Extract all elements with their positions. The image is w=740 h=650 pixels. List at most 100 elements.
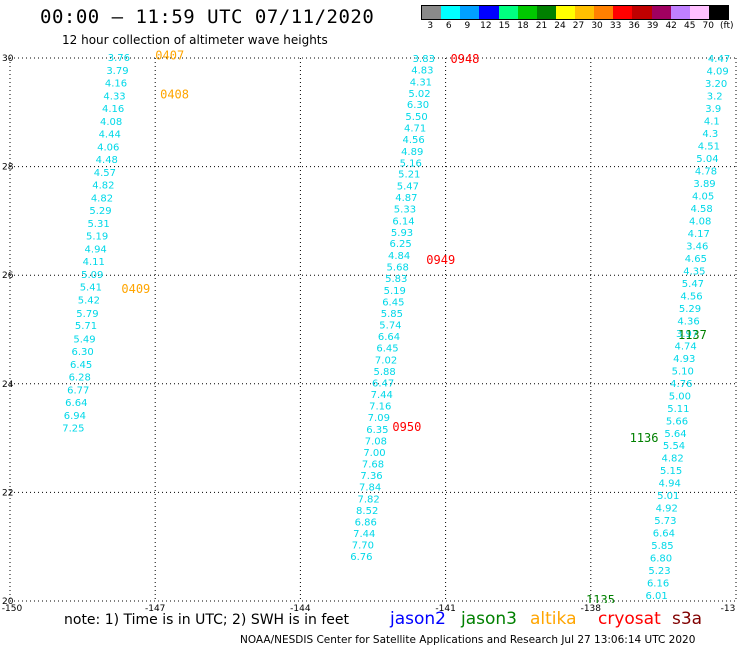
wave-height-label: 4.89 (401, 147, 423, 158)
wave-height-label: 7.00 (363, 448, 385, 459)
pass-time-label: 1136 (630, 431, 659, 445)
wave-height-label: 4.36 (677, 316, 699, 327)
colorbar-label: 70 (702, 21, 714, 31)
wave-height-label: 3.76 (108, 53, 130, 64)
footer-credit: NOAA/NESDIS Center for Satellite Applica… (240, 634, 696, 646)
wave-height-label: 5.85 (381, 309, 403, 320)
x-tick-label: -150 (2, 604, 23, 614)
colorbar-label: 33 (609, 21, 622, 31)
wave-height-label: 6.30 (71, 347, 93, 358)
x-tick-label: -147 (145, 604, 165, 614)
wave-height-label: 3.20 (705, 79, 727, 90)
wave-height-label: 4.16 (105, 79, 127, 90)
colorbar-label: 45 (683, 21, 696, 31)
wave-height-label: 5.31 (87, 219, 109, 230)
wave-height-label: 5.23 (648, 566, 670, 577)
wave-height-label: 6.76 (350, 552, 372, 563)
wave-height-label: 3.2 (707, 92, 723, 103)
wave-height-label: 4.44 (99, 130, 121, 141)
colorbar-swatch (613, 6, 633, 19)
colorbar-swatch (651, 6, 671, 19)
wave-height-label: 7.44 (371, 390, 393, 401)
wave-height-label: 6.35 (366, 425, 388, 436)
wave-height-label: 5.02 (408, 89, 430, 100)
wave-height-label: 5.74 (379, 321, 401, 332)
tracks-group: 3.763.794.164.334.164.084.444.064.484.57… (62, 48, 730, 603)
colorbar-label: 30 (591, 21, 603, 31)
wave-height-label: 5.15 (660, 466, 682, 477)
wave-height-label: 4.94 (659, 479, 681, 490)
colorbar (421, 5, 729, 20)
wave-height-label: 6.28 (69, 372, 91, 383)
wave-height-label: 5.66 (666, 416, 688, 427)
pass-time-label: 0949 (426, 253, 455, 267)
wave-height-label: 4.65 (685, 254, 707, 265)
wave-height-label: 6.01 (645, 591, 667, 602)
wave-height-label: 4.58 (691, 204, 713, 215)
wave-height-label: 5.85 (651, 541, 673, 552)
wave-height-label: 5.00 (669, 391, 691, 402)
wave-height-label: 6.64 (653, 529, 675, 540)
pass-time-label: 0409 (121, 282, 150, 296)
wave-height-label: 6.94 (64, 411, 86, 422)
wave-height-label: 4.47 (708, 54, 730, 65)
wave-height-label: 7.68 (362, 460, 384, 471)
colorbar-label: (ft) (719, 21, 734, 31)
wave-height-label: 5.10 (672, 366, 694, 377)
wave-height-label: 3.9 (705, 104, 721, 115)
wave-height-label: 4.76 (670, 379, 692, 390)
wave-height-label: 5.19 (384, 286, 406, 297)
wave-height-label: 3.46 (686, 241, 708, 252)
page-title: 00:00 — 11:59 UTC 07/11/2020 (40, 6, 375, 28)
wave-height-label: 3.89 (693, 179, 715, 190)
wave-height-label: 7.02 (375, 355, 397, 366)
legend-cryosat: cryosat (598, 609, 661, 629)
wave-height-label: 6.80 (650, 554, 672, 565)
colorbar-swatch (670, 6, 690, 19)
wave-height-label: 4.57 (94, 168, 116, 179)
colorbar-swatch (498, 6, 518, 19)
wave-height-label: 6.64 (65, 398, 87, 409)
wave-height-label: 4.56 (680, 291, 702, 302)
wave-height-label: 7.36 (360, 471, 382, 482)
wave-height-label: 4.87 (395, 193, 417, 204)
wave-height-label: 4.83 (411, 65, 433, 76)
wave-height-label: 4.08 (689, 216, 711, 227)
colorbar-swatch (575, 6, 595, 19)
wave-height-label: 5.33 (394, 204, 416, 215)
wave-height-label: 6.25 (389, 239, 411, 250)
wave-height-label: 8.52 (356, 506, 378, 517)
pass-time-label: 1137 (678, 328, 707, 342)
wave-height-label: 4.35 (683, 266, 705, 277)
y-tick-label: 28 (2, 163, 14, 173)
colorbar-swatch (632, 6, 652, 19)
wave-height-label: 5.68 (387, 263, 409, 274)
wave-height-label: 4.06 (97, 143, 119, 154)
wave-height-label: 5.21 (398, 170, 420, 181)
legend-jason3: jason3 (461, 609, 517, 629)
colorbar-label: 9 (464, 21, 471, 31)
wave-height-label: 7.82 (358, 494, 380, 505)
colorbar-label: 24 (554, 21, 566, 31)
wave-height-label: 6.45 (70, 360, 92, 371)
pass-time-label: 0950 (392, 420, 421, 434)
wave-height-label: 4.16 (102, 104, 124, 115)
wave-height-label: 7.09 (368, 413, 390, 424)
wave-height-label: 7.84 (359, 483, 381, 494)
wave-height-label: 6.16 (647, 579, 669, 590)
wave-height-label: 4.3 (702, 129, 718, 140)
colorbar-label: 18 (517, 21, 529, 31)
wave-height-label: 6.64 (378, 332, 400, 343)
wave-height-label: 6.30 (407, 100, 429, 111)
wave-height-label: 6.14 (392, 216, 414, 227)
wave-height-label: 4.31 (410, 77, 432, 88)
wave-height-label: 4.92 (656, 504, 678, 515)
colorbar-swatch (422, 6, 442, 19)
wave-height-label: 4.56 (403, 135, 425, 146)
note-text: note: 1) Time is in UTC; 2) SWH is in fe… (64, 612, 350, 628)
wave-height-label: 4.48 (96, 155, 118, 166)
wave-height-label: 5.47 (397, 182, 419, 193)
colorbar-label: 12 (480, 21, 492, 31)
wave-height-label: 5.49 (73, 334, 95, 345)
wave-height-label: 4.78 (695, 166, 717, 177)
